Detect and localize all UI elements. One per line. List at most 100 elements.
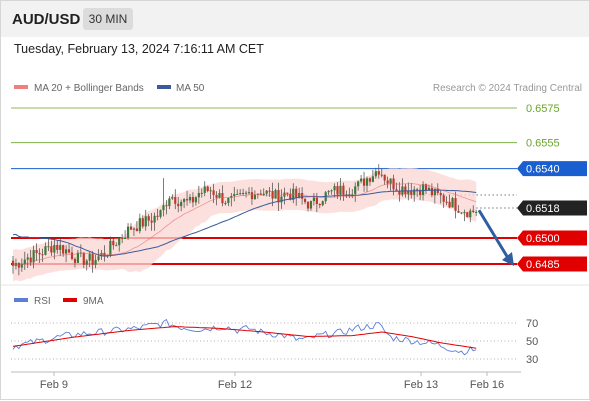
candle-body [35, 250, 38, 253]
symbol-title: AUD/USD [12, 11, 81, 28]
candle-body [56, 244, 59, 250]
candle-body [206, 186, 209, 192]
candle-body [185, 199, 189, 201]
candle [168, 196, 171, 210]
rsi-ma-legend-swatch [63, 298, 77, 302]
level-tag-label: 0.6540 [526, 164, 560, 176]
candle [85, 259, 88, 271]
candle-body [23, 259, 26, 265]
candle-body [97, 256, 100, 260]
candle-body [233, 193, 236, 197]
candle-body [236, 193, 239, 195]
candle [171, 194, 174, 200]
candle-body [29, 257, 32, 263]
candle-body [315, 197, 318, 204]
candle-body [162, 205, 165, 211]
candle-body [413, 189, 416, 195]
candle [457, 205, 460, 213]
candle [156, 208, 159, 221]
ma20-legend-label: MA 20 + Bollinger Bands [34, 83, 144, 94]
rsi-ma-legend-label: 9MA [83, 296, 104, 307]
candle [26, 253, 29, 268]
level-tag-shape [517, 256, 587, 272]
candle [365, 176, 369, 193]
candle-body [53, 244, 56, 253]
candle-body [339, 185, 342, 195]
candle-body [298, 192, 301, 198]
timeframe-button[interactable]: 30 MIN [83, 8, 133, 30]
candle-body [380, 174, 383, 176]
candle-body [457, 210, 460, 213]
candle-body [88, 253, 91, 261]
candle [70, 246, 74, 261]
candle-body [371, 176, 374, 182]
candle-body [62, 245, 65, 254]
candle-body [221, 193, 224, 204]
candle-body [439, 192, 442, 196]
candle-body [421, 184, 425, 195]
candle [242, 188, 245, 196]
candle [67, 243, 71, 254]
candle [94, 254, 97, 269]
candle-body [389, 178, 392, 184]
candle-body [197, 192, 200, 198]
candle-body [212, 190, 215, 196]
candle-body [50, 246, 53, 253]
candle-body [280, 196, 283, 203]
candle [126, 223, 130, 240]
candle-body [469, 210, 472, 218]
candle-body [168, 198, 171, 207]
level-tag-label: 0.6485 [526, 259, 560, 271]
candle-body [239, 193, 242, 195]
candle-body [244, 192, 248, 194]
candle [419, 184, 422, 201]
candle [82, 252, 85, 269]
candle [253, 190, 256, 200]
candle-body [463, 212, 466, 214]
candle-body [416, 189, 419, 191]
candle [200, 188, 203, 198]
ma20-legend-swatch [14, 85, 28, 89]
candle [56, 240, 59, 254]
rsi-legend-swatch [14, 298, 28, 302]
candle-body [59, 245, 62, 250]
candle-body [445, 201, 448, 203]
candle-body [174, 197, 177, 204]
candle [472, 205, 475, 214]
candle [115, 242, 118, 247]
level-label-0.6555: 0.6555 [526, 138, 560, 150]
candle-body [85, 260, 88, 265]
candle-body [424, 184, 428, 191]
candle [138, 213, 141, 234]
candle-body [383, 174, 386, 181]
candle [333, 183, 336, 198]
ma20-line [12, 183, 477, 267]
candle [342, 182, 345, 201]
candle [368, 177, 372, 186]
candle-body [295, 188, 298, 198]
candle-body [430, 187, 433, 196]
candle [230, 193, 233, 207]
candle-body [242, 192, 245, 194]
candle-body [398, 190, 401, 195]
candle-body [73, 258, 77, 263]
candle [383, 174, 386, 185]
candle [73, 257, 77, 268]
candle-body [404, 186, 407, 195]
candle-body [460, 212, 463, 214]
candle [318, 203, 321, 209]
candle [416, 187, 419, 197]
forecast-arrow-head [502, 252, 514, 266]
candle-body [227, 197, 230, 204]
rsi-tick-30: 30 [526, 354, 538, 366]
level-label-0.6575: 0.6575 [526, 103, 560, 115]
candle-body [124, 237, 127, 239]
candle-body [165, 205, 168, 207]
candle-body [188, 197, 192, 201]
candle-body [274, 190, 277, 199]
candle-body [333, 186, 336, 191]
candle [357, 180, 360, 191]
candle [244, 190, 248, 198]
current-price-tag-shape [517, 200, 587, 216]
